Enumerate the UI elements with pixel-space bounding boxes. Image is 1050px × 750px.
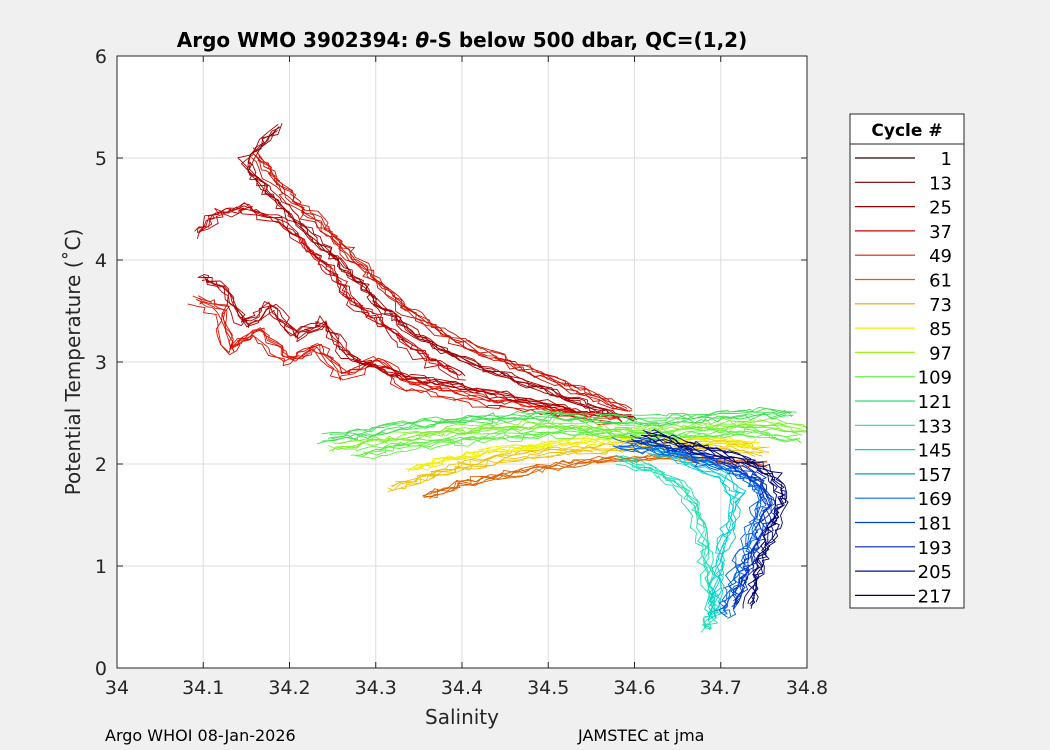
legend-label: 1 <box>941 149 952 170</box>
series-line <box>199 297 627 420</box>
y-tick-label: 4 <box>95 250 107 272</box>
y-tick-label: 0 <box>95 658 107 680</box>
footer-right: JAMSTEC at jma <box>578 726 705 745</box>
series-line <box>321 407 792 436</box>
x-tick-label: 34.8 <box>786 677 828 699</box>
x-tick-label: 34.3 <box>355 677 397 699</box>
series-line <box>630 438 770 610</box>
series-line <box>247 126 638 421</box>
legend: Cycle # 1 13 25 37 49 61 73 85 97 109 121 133 145 157… <box>849 113 965 609</box>
legend-label: 133 <box>918 416 952 437</box>
y-tick-label: 1 <box>95 556 107 578</box>
series-line <box>407 436 752 473</box>
y-tick-label: 3 <box>95 352 107 374</box>
series-line <box>635 437 777 605</box>
legend-label: 37 <box>929 222 952 243</box>
series-line <box>646 452 741 619</box>
series-line <box>395 439 770 483</box>
series-line <box>258 154 633 410</box>
x-tick-label: 34.2 <box>268 677 310 699</box>
series-line <box>321 413 794 442</box>
y-ticks: 0 1 2 3 4 5 6 <box>95 46 807 680</box>
series-line <box>400 443 763 489</box>
legend-label: 97 <box>929 343 952 364</box>
legend-label: 205 <box>918 562 952 583</box>
legend-label: 145 <box>918 441 952 462</box>
legend-label: 61 <box>929 271 952 292</box>
series-line <box>257 155 628 409</box>
series-line <box>614 455 719 628</box>
y-tick-label: 2 <box>95 454 107 476</box>
footer-left: Argo WHOI 08-Jan-2026 <box>105 726 296 745</box>
legend-label: 49 <box>929 246 952 267</box>
series-line <box>241 126 638 421</box>
series-line <box>350 430 801 456</box>
x-ticks: 34 34.1 34.2 34.3 34.4 34.5 34.6 34.7 34.8 <box>105 56 828 699</box>
x-tick-label: 34.7 <box>700 677 742 699</box>
series-line <box>643 436 780 609</box>
legend-label: 193 <box>918 538 952 559</box>
series-line <box>194 205 459 380</box>
series-group <box>187 122 808 633</box>
series-line <box>387 445 756 491</box>
legend-title: Cycle # <box>871 121 942 141</box>
x-tick-label: 34.6 <box>613 677 655 699</box>
series-line <box>328 423 808 452</box>
series-line <box>332 417 808 445</box>
legend-label: 121 <box>918 392 952 413</box>
x-tick-label: 34.4 <box>441 677 483 699</box>
series-line <box>206 279 591 416</box>
legend-label: 25 <box>929 198 952 219</box>
x-axis-label: Salinity <box>425 705 499 729</box>
series-line <box>327 409 786 440</box>
legend-label: 181 <box>918 514 952 535</box>
series-line <box>317 413 787 445</box>
series-line <box>612 445 765 618</box>
series-line <box>201 279 593 415</box>
chart-title: Argo WMO 3902394: θ-S below 500 dbar, QC… <box>177 28 747 52</box>
legend-label: 13 <box>929 173 952 194</box>
series-line <box>651 429 788 603</box>
series-line <box>203 273 584 414</box>
legend-label: 73 <box>929 295 952 316</box>
series-line <box>187 303 616 426</box>
series-line <box>642 429 785 604</box>
x-tick-label: 34.5 <box>527 677 569 699</box>
series-line <box>199 202 466 377</box>
legend-label: 85 <box>929 319 952 340</box>
legend-label: 217 <box>918 586 952 607</box>
legend-label: 109 <box>918 368 952 389</box>
legend-box <box>849 113 965 609</box>
y-tick-label: 5 <box>95 148 107 170</box>
series-line <box>197 276 592 416</box>
series-line <box>645 431 787 605</box>
series-line <box>339 419 808 444</box>
series-line <box>412 436 754 471</box>
series-line <box>250 157 626 411</box>
x-tick-label: 34.1 <box>182 677 224 699</box>
legend-label: 157 <box>918 465 952 486</box>
y-axis-label: Potential Temperature (˚C) <box>61 229 85 496</box>
series-line <box>198 202 465 376</box>
legend-entries: 1 13 25 37 49 61 73 85 97 109 121 133 145 157 169 181 19… <box>855 149 952 607</box>
legend-label: 169 <box>918 489 952 510</box>
series-line <box>247 122 632 420</box>
y-tick-label: 6 <box>95 46 107 68</box>
series-line <box>355 430 798 457</box>
series-line <box>651 448 746 619</box>
series-line <box>199 301 623 423</box>
x-tick-label: 34 <box>105 677 129 699</box>
